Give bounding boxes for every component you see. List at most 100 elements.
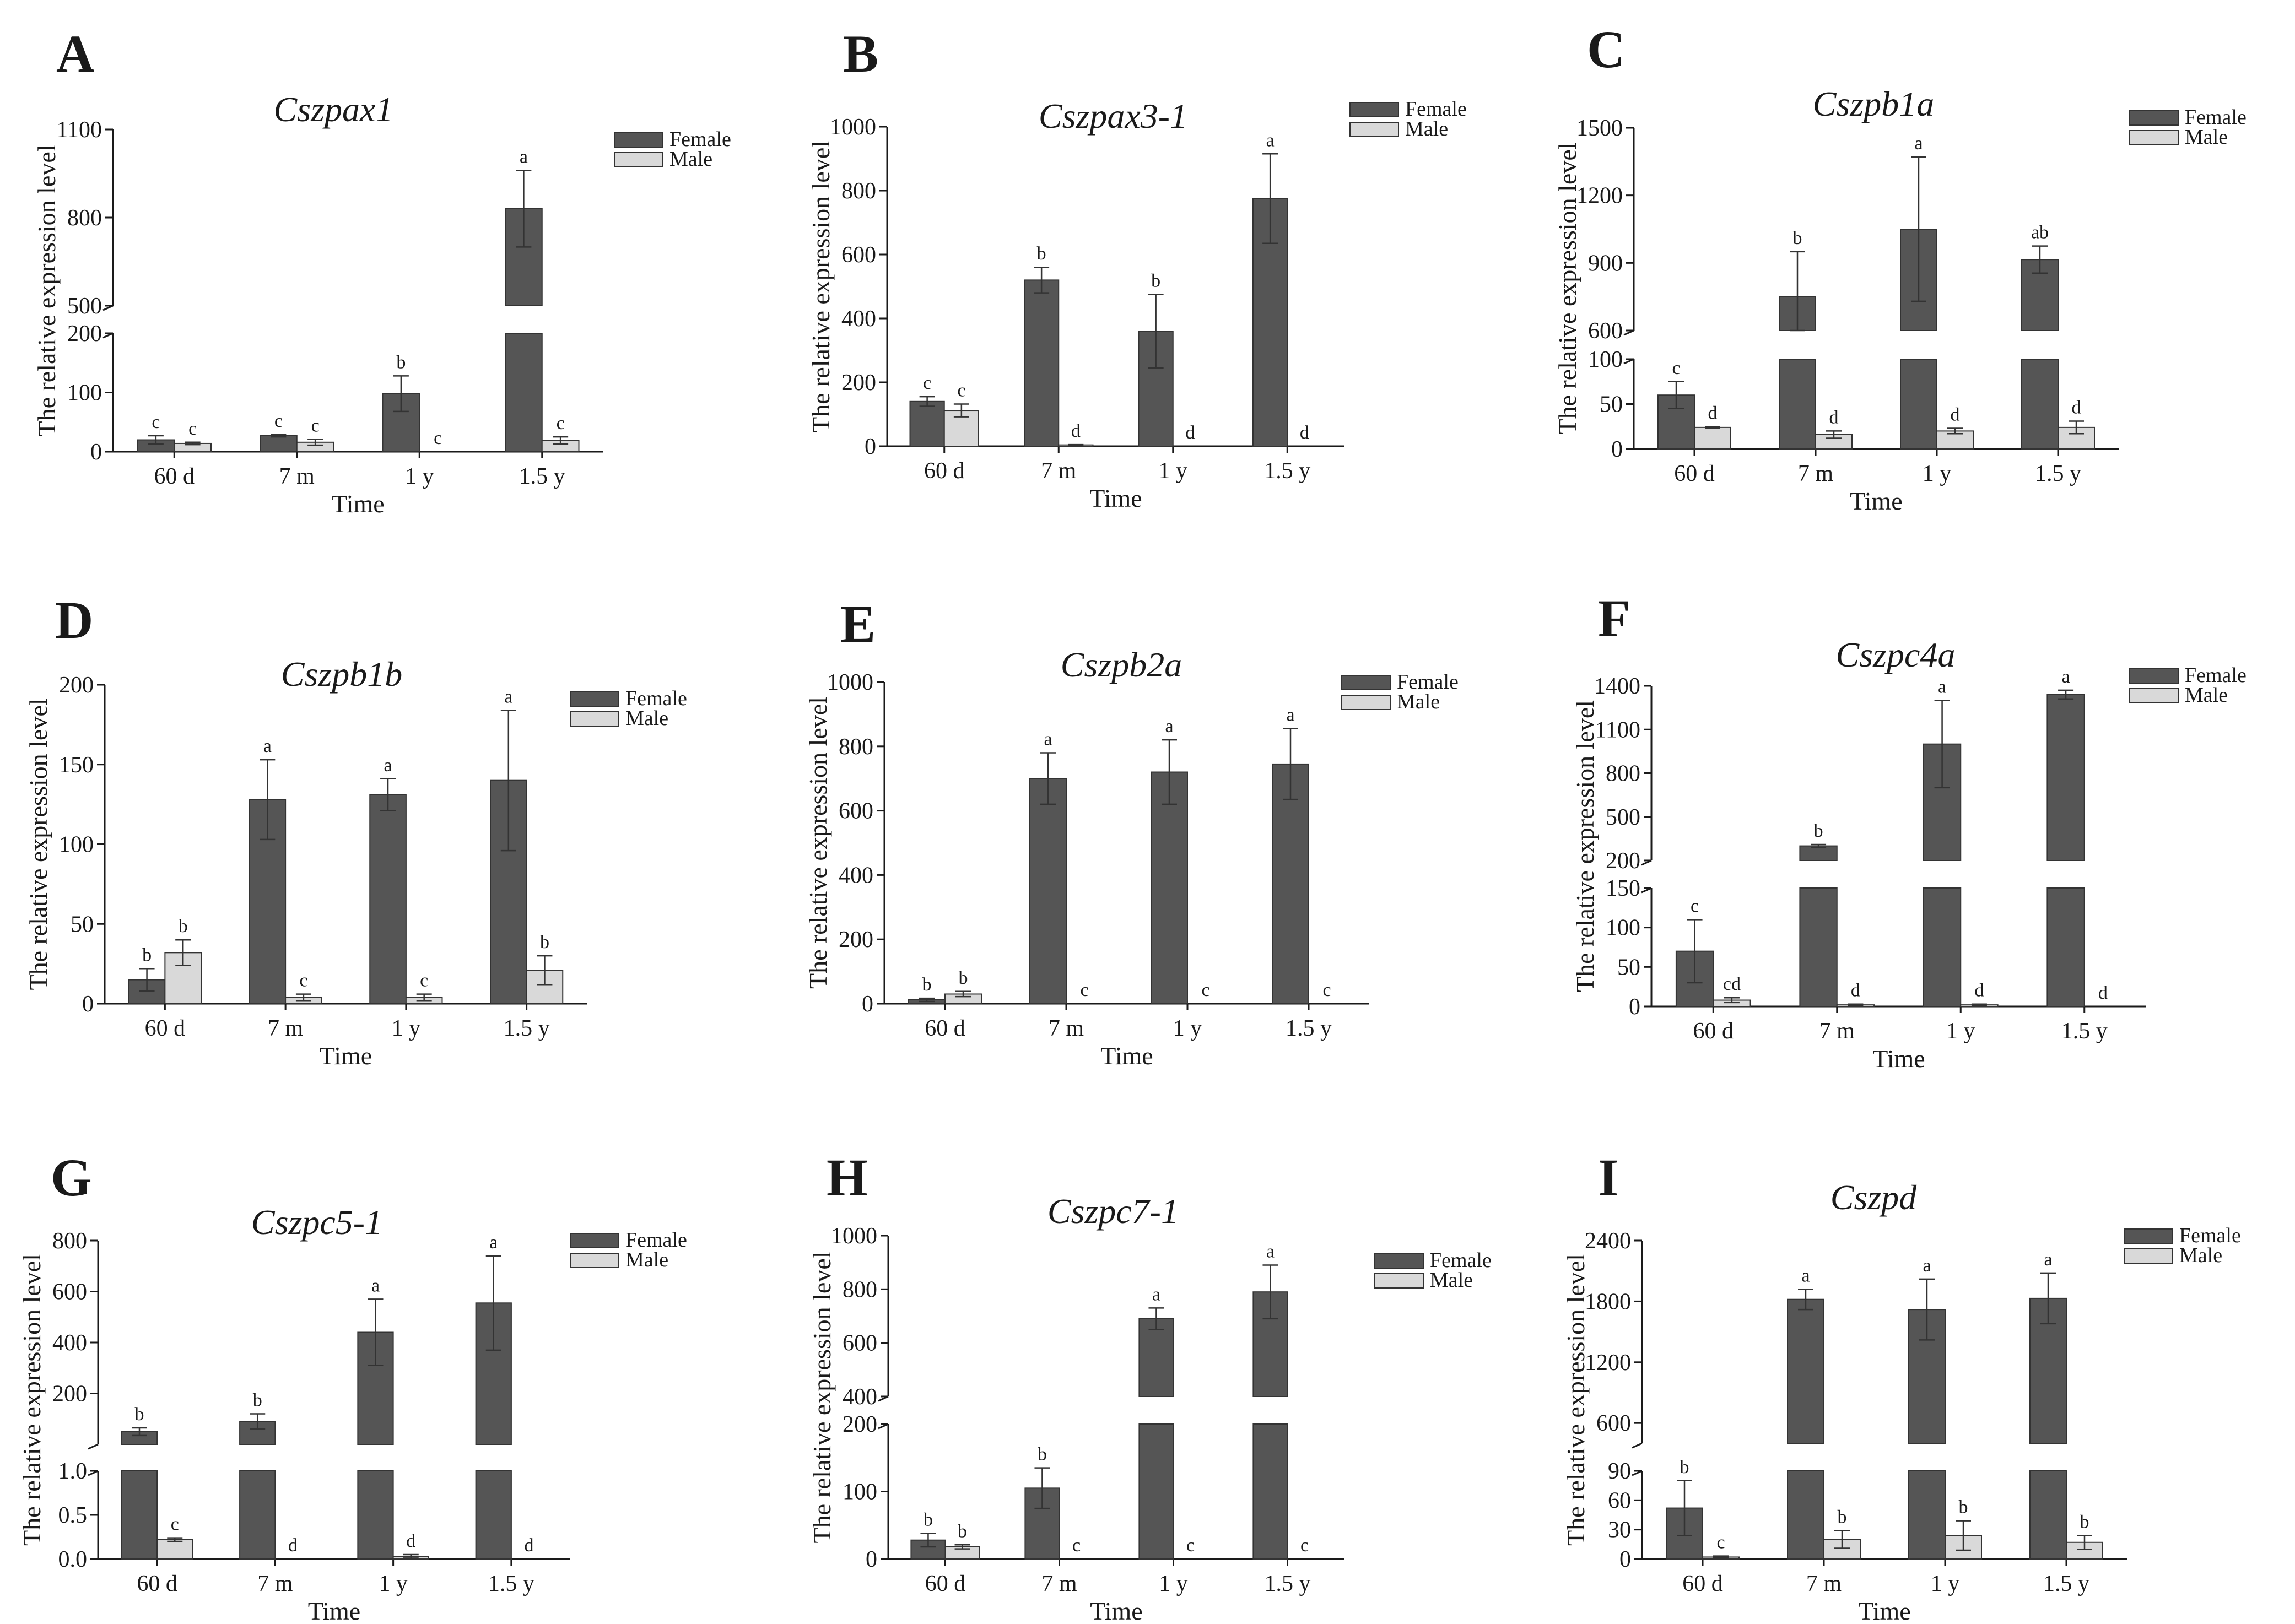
bar-female [1779,359,1816,450]
y-axis-title: The relative expression level [1562,1254,1590,1546]
significance-label: c [274,411,283,431]
x-axis-title: Time [308,1597,360,1624]
legend-swatch-female [1341,675,1391,690]
bar-female [2046,887,2085,1007]
significance-label: cd [1723,974,1741,994]
panel-letter: C [1587,20,1625,79]
significance-label: a [263,736,272,756]
y-axis-title: The relative expression level [808,1251,836,1543]
error-bar [1848,1003,1864,1006]
significance-label: b [1838,1507,1847,1527]
legend-swatch-female [2129,110,2179,126]
y-tick-label: 1500 [1576,116,1623,141]
significance-label: b [1680,1457,1689,1477]
legend-swatch-male [2124,1248,2173,1264]
significance-label: a [2044,1249,2052,1270]
chart-title: Cszpb1b [281,654,403,694]
y-tick-label: 1.0 [58,1459,88,1484]
significance-label: b [1793,228,1802,248]
y-tick-label: 400 [843,1384,877,1410]
error-bar [1148,294,1164,369]
y-tick-label: 200 [52,1382,87,1407]
legend-swatch-female [570,1233,619,1248]
y-tick-label: 0.5 [58,1503,88,1528]
y-tick-label: 100 [59,832,94,858]
significance-label: c [1072,1535,1081,1556]
bar-female [1787,1470,1824,1560]
y-tick-label: 600 [1588,318,1623,344]
x-tick-label: 7 m [1041,458,1077,484]
chart-title: Cszpc4a [1836,635,1956,674]
y-tick-label: 500 [67,294,102,319]
y-tick-label: 400 [841,306,876,332]
significance-label: b [1959,1497,1968,1518]
x-tick-label: 1.5 y [1264,458,1310,484]
bar-female [475,1470,512,1560]
error-bar [1668,381,1684,409]
significance-label: c [923,373,931,393]
x-tick-label: 1.5 y [2035,461,2081,486]
error-bar [1834,1530,1850,1549]
panel-letter: E [840,594,876,653]
significance-label: a [504,686,512,707]
significance-label: b [540,932,549,952]
significance-label: c [311,415,320,436]
chart-panel-d: 0 50 100 150 200 60 d b b 7 m a c 1 y a c 1.5 y a b D Cszp… [24,591,687,1070]
y-tick-label: 1100 [57,117,102,143]
significance-label: d [1974,981,1984,1001]
y-tick-label: 0 [1611,437,1623,462]
error-bar [516,170,532,248]
y-tick-label: 0 [82,992,94,1017]
significance-label: d [406,1531,415,1551]
significance-label: d [1951,405,1960,425]
x-tick-label: 1 y [1159,458,1188,484]
significance-label: b [1151,271,1160,291]
y-tick-label: 1000 [827,670,873,695]
y-tick-label: 600 [843,1331,877,1356]
error-bar [553,436,569,445]
bar-female [1024,279,1060,447]
error-bar [920,1533,936,1548]
error-bar [1826,430,1842,439]
significance-label: a [1165,716,1173,737]
error-bar [1034,266,1050,294]
legend-label: Male [1405,117,1448,140]
error-bar [416,993,432,1002]
significance-label: d [525,1535,534,1556]
x-axis-title: Time [332,490,384,518]
legend-swatch-female [570,691,619,707]
y-tick-label: 1400 [1594,674,1640,699]
error-bar [919,997,935,1003]
x-tick-label: 1.5 y [519,464,565,489]
error-bar [260,759,276,841]
significance-label: a [1266,1242,1275,1262]
y-tick-label: 1000 [831,1224,877,1249]
significance-label: c [152,412,160,432]
bar-male [156,1539,193,1560]
y-tick-label: 500 [1606,805,1640,830]
chart-title: Cszpb1a [1813,84,1935,123]
x-tick-label: 60 d [924,458,965,484]
significance-label: c [1080,980,1088,1000]
y-tick-label: 600 [839,799,873,824]
x-tick-label: 60 d [925,1571,966,1596]
chart-panel-g: 0.0 0.5 1.0 200 400 600 800 60 d b c 7 m b d 1 y a d 1.5… [18,1148,687,1624]
x-tick-label: 60 d [137,1571,177,1596]
bar-female-upper [2021,259,2059,332]
y-axis-title: The relative expression level [1553,142,1581,434]
legend-label: Male [2185,684,2228,707]
y-tick-label: 60 [1608,1488,1631,1513]
significance-label: c [557,413,565,434]
error-bar [1677,1480,1692,1536]
significance-label: b [253,1390,262,1411]
significance-label: b [134,1404,144,1425]
y-tick-label: 0.0 [58,1547,88,1572]
y-tick-label: 0 [1629,994,1640,1020]
x-tick-label: 1 y [405,464,434,489]
legend-label: Male [669,148,712,171]
x-tick-label: 1 y [1923,461,1952,486]
error-bar [1911,156,1926,302]
y-tick-label: 50 [71,912,94,937]
